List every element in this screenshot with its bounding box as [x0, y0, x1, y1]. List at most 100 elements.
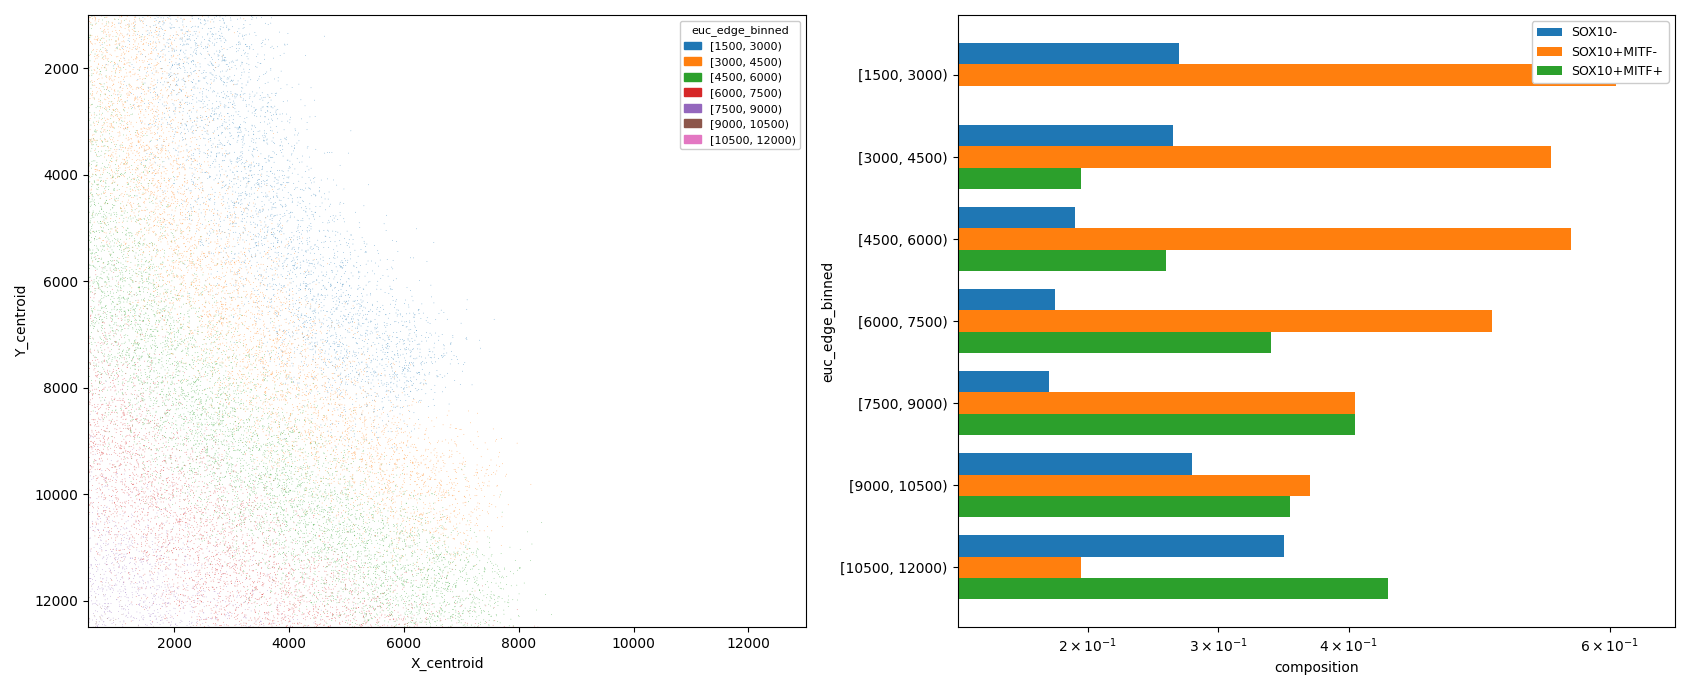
Point [189, 453, 216, 464]
Point [218, 246, 245, 257]
Point [341, 413, 368, 424]
Point [400, 522, 427, 533]
Point [81, 120, 108, 131]
Point [296, 255, 323, 266]
Point [274, 325, 301, 336]
Point [135, 559, 162, 570]
Point [133, 273, 160, 284]
Point [162, 79, 189, 90]
Point [262, 172, 289, 184]
Point [159, 341, 186, 352]
Point [324, 567, 351, 578]
Point [231, 502, 258, 513]
Point [394, 611, 421, 622]
Point [226, 282, 253, 293]
Point [187, 569, 215, 580]
Point [238, 206, 265, 217]
Point [350, 385, 377, 396]
Point [177, 57, 204, 68]
Point [184, 372, 211, 383]
Point [356, 610, 383, 621]
Point [204, 615, 231, 627]
Point [409, 591, 436, 602]
Point [125, 371, 152, 382]
Point [306, 342, 333, 353]
Point [319, 593, 346, 604]
Point [106, 91, 133, 102]
Point [282, 415, 309, 426]
Point [415, 609, 443, 620]
Point [90, 448, 117, 459]
Point [203, 474, 230, 485]
Point [179, 605, 206, 616]
Point [223, 475, 250, 486]
Point [324, 353, 351, 364]
Point [419, 609, 446, 620]
Point [215, 595, 242, 606]
Point [265, 517, 292, 528]
Point [198, 284, 225, 295]
Point [187, 310, 215, 321]
Point [355, 554, 382, 565]
Point [78, 139, 105, 150]
Point [429, 604, 456, 615]
Point [358, 425, 385, 436]
Point [101, 309, 128, 320]
Point [253, 137, 280, 148]
Point [238, 319, 265, 331]
Point [377, 382, 404, 393]
Point [88, 369, 115, 380]
Point [203, 102, 230, 113]
Point [299, 337, 326, 348]
Point [233, 618, 260, 629]
Point [152, 493, 179, 504]
Point [201, 456, 228, 467]
Point [367, 510, 394, 521]
Point [240, 475, 267, 486]
Point [120, 373, 147, 384]
Point [213, 560, 240, 571]
Point [172, 344, 199, 355]
Point [318, 419, 345, 430]
Point [299, 206, 326, 217]
Point [363, 595, 390, 606]
Point [187, 518, 215, 529]
Point [318, 531, 345, 542]
Point [299, 373, 326, 384]
Point [152, 317, 179, 328]
Point [127, 343, 154, 354]
Point [122, 315, 149, 326]
Point [269, 361, 296, 372]
Point [128, 159, 155, 170]
Point [91, 184, 118, 195]
Point [199, 575, 226, 586]
Point [204, 259, 231, 270]
Point [150, 595, 177, 606]
Point [111, 142, 138, 153]
Point [160, 284, 187, 295]
Point [236, 395, 263, 406]
Point [128, 353, 155, 364]
Point [206, 189, 233, 200]
Point [267, 434, 294, 445]
Point [250, 233, 277, 244]
Point [83, 166, 110, 177]
Point [208, 226, 235, 237]
Point [250, 293, 277, 304]
Point [137, 123, 164, 134]
Point [319, 610, 346, 621]
Point [105, 553, 132, 564]
Point [309, 337, 336, 348]
Point [176, 339, 203, 351]
Point [176, 110, 203, 121]
Point [79, 584, 106, 595]
Point [350, 585, 377, 596]
Point [122, 295, 149, 306]
Point [98, 164, 125, 175]
Point [270, 552, 297, 563]
Point [453, 552, 480, 563]
Point [383, 542, 410, 553]
Point [199, 59, 226, 70]
Point [490, 621, 517, 632]
Point [169, 195, 196, 206]
